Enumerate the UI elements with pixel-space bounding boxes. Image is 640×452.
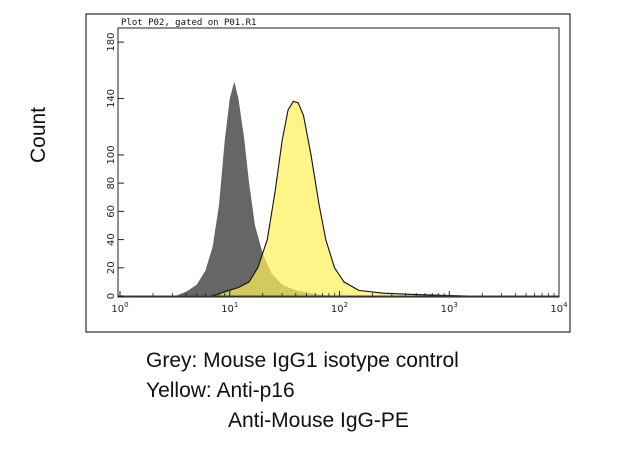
legend: Grey: Mouse IgG1 isotype control Yellow:… (146, 346, 459, 436)
x-axis: 100 101 102 103 104 (111, 291, 568, 315)
x-tick-label: 103 (441, 301, 458, 315)
y-tick-label: 0 (106, 293, 117, 299)
plot-area-border (117, 27, 560, 298)
legend-yellow: Yellow: Anti-p16 (146, 379, 295, 402)
series-yellow-area (212, 100, 469, 297)
y-tick-label: 180 (106, 33, 117, 52)
plot-title: Plot P02, gated on P01.R1 (121, 18, 256, 28)
x-tick-label: 104 (550, 301, 568, 315)
legend-grey: Grey: Mouse IgG1 isotype control (146, 349, 459, 372)
y-tick-label: 100 (106, 145, 117, 164)
y-tick-label: 60 (106, 205, 117, 218)
y-axis: 0 20 40 60 80 100 140 180 (106, 33, 124, 299)
y-tick-label: 20 (106, 261, 117, 274)
legend-secondary-antibody: Anti-Mouse IgG-PE (228, 409, 409, 432)
figure-frame (85, 13, 571, 333)
chart-marks (120, 81, 559, 297)
y-tick-label: 140 (106, 89, 117, 108)
y-axis-label: Count (27, 107, 50, 163)
y-tick-label: 40 (106, 233, 117, 246)
x-tick-label: 102 (331, 301, 348, 315)
x-tick-label: 101 (221, 301, 238, 315)
series-grey-area (175, 81, 329, 296)
x-tick-label: 100 (111, 301, 128, 315)
y-tick-label: 80 (106, 177, 117, 190)
